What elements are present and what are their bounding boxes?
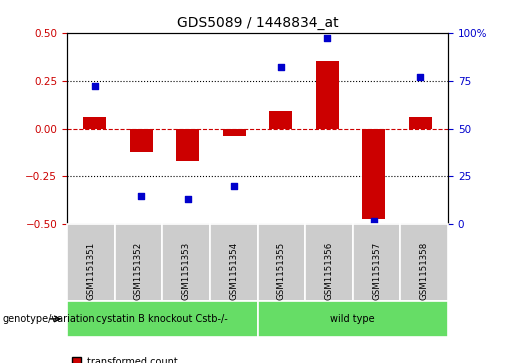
Bar bbox=[176, 129, 199, 161]
Point bbox=[370, 217, 378, 223]
Text: transformed count: transformed count bbox=[87, 357, 177, 363]
Text: GSM1151358: GSM1151358 bbox=[420, 241, 428, 299]
Bar bbox=[362, 129, 385, 219]
Bar bbox=[408, 117, 432, 129]
Bar bbox=[316, 61, 339, 129]
Point bbox=[323, 36, 331, 41]
Bar bbox=[269, 111, 293, 129]
Point bbox=[91, 83, 99, 89]
Text: GSM1151355: GSM1151355 bbox=[277, 241, 286, 299]
Point bbox=[230, 183, 238, 189]
Bar bbox=[222, 129, 246, 136]
Bar bbox=[130, 129, 153, 151]
Text: GSM1151356: GSM1151356 bbox=[324, 241, 333, 299]
Text: GSM1151354: GSM1151354 bbox=[229, 241, 238, 299]
Point bbox=[137, 193, 145, 199]
Point bbox=[277, 64, 285, 70]
Text: wild type: wild type bbox=[331, 314, 375, 324]
Text: GSM1151352: GSM1151352 bbox=[134, 241, 143, 299]
Bar bbox=[83, 117, 107, 129]
Text: GSM1151353: GSM1151353 bbox=[182, 241, 191, 299]
Text: GSM1151351: GSM1151351 bbox=[87, 241, 95, 299]
Text: GDS5089 / 1448834_at: GDS5089 / 1448834_at bbox=[177, 16, 338, 30]
Text: GSM1151357: GSM1151357 bbox=[372, 241, 381, 299]
Text: cystatin B knockout Cstb-/-: cystatin B knockout Cstb-/- bbox=[96, 314, 228, 324]
Point bbox=[416, 74, 424, 79]
Text: genotype/variation: genotype/variation bbox=[3, 314, 95, 324]
Point bbox=[184, 196, 192, 202]
